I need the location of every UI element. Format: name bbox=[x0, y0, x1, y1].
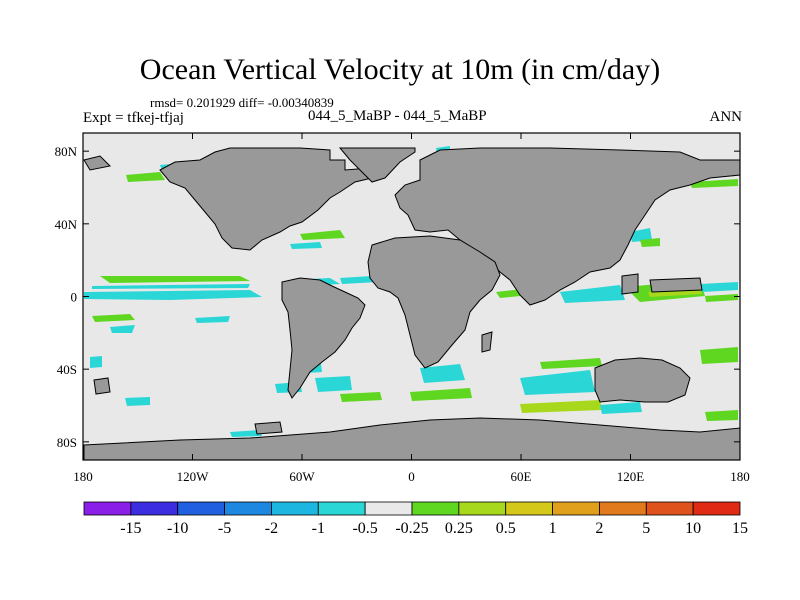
plot-title: Ocean Vertical Velocity at 10m (in cm/da… bbox=[139, 53, 661, 86]
anomaly-patch bbox=[92, 284, 250, 289]
colorbar-label: 15 bbox=[732, 520, 748, 537]
anomaly-patch bbox=[340, 276, 378, 284]
anomaly-patch bbox=[705, 410, 738, 421]
colorbar-label: 1 bbox=[549, 520, 557, 537]
colorbar-label: -1 bbox=[312, 520, 325, 537]
land-australia bbox=[594, 357, 691, 403]
anomaly-patch bbox=[92, 314, 135, 322]
lat-tick-label: 80S bbox=[57, 435, 77, 450]
anomaly-patch bbox=[290, 242, 322, 249]
colorbar-swatch bbox=[364, 501, 413, 516]
colorbar-swatch bbox=[130, 501, 179, 516]
anomaly-patch bbox=[520, 370, 595, 395]
anomaly-patch bbox=[520, 400, 602, 413]
anomaly-patch bbox=[110, 325, 135, 333]
longitude-axis: 180 120W 60W 0 60E 120E 180 bbox=[73, 133, 750, 484]
colorbar-label: 10 bbox=[685, 520, 701, 537]
anomaly-patch bbox=[700, 347, 738, 364]
anomaly-patch bbox=[126, 172, 165, 182]
colorbar-label: 2 bbox=[595, 520, 603, 537]
anomaly-patch bbox=[540, 358, 602, 369]
lat-tick-label: 40S bbox=[57, 362, 77, 377]
land-greenland bbox=[338, 147, 416, 183]
colorbar-swatch bbox=[317, 501, 366, 516]
anomaly-patch bbox=[90, 356, 102, 368]
colorbar-swatch bbox=[224, 501, 272, 516]
stats-line: rmsd= 0.201929 diff= -0.00340839 bbox=[150, 95, 334, 110]
colorbar-swatch bbox=[177, 501, 225, 516]
land-madagascar bbox=[481, 331, 493, 353]
colorbar-label: -2 bbox=[265, 520, 278, 537]
land-south-america bbox=[281, 277, 366, 399]
season-label: ANN bbox=[709, 109, 743, 125]
anomaly-patch bbox=[410, 388, 472, 401]
lat-tick-label: 40N bbox=[55, 217, 78, 232]
anomaly-patch bbox=[300, 230, 345, 240]
colorbar-swatch bbox=[645, 501, 694, 516]
anomaly-patch bbox=[100, 276, 250, 283]
land-island bbox=[649, 277, 703, 293]
anomaly-patch bbox=[340, 392, 382, 402]
anomaly-patch bbox=[560, 285, 625, 303]
land-north-america bbox=[159, 147, 373, 251]
colorbar-label: -15 bbox=[120, 520, 141, 537]
anomaly-patch bbox=[705, 294, 738, 302]
anomaly-patch bbox=[315, 376, 352, 392]
lon-tick-label: 120E bbox=[617, 469, 645, 484]
experiment-label: Expt = tfkej-tfjaj bbox=[83, 110, 184, 126]
land-eurasia bbox=[394, 147, 741, 306]
colorbar-swatch bbox=[692, 501, 741, 516]
colorbar-label: -5 bbox=[218, 520, 231, 537]
colorbar: -15 -10 -5 -2 -1 -0.5 -0.25 0.25 0.5 1 2 5 10 15 bbox=[83, 501, 748, 537]
colorbar-swatch bbox=[599, 501, 647, 516]
lat-tick-label: 80N bbox=[55, 144, 78, 159]
colorbar-swatch bbox=[271, 501, 319, 516]
land-africa bbox=[367, 235, 501, 369]
land-island bbox=[83, 155, 112, 171]
colorbar-label: 5 bbox=[642, 520, 650, 537]
anomaly-patch bbox=[420, 364, 465, 383]
colorbar-swatch bbox=[458, 501, 507, 516]
anomaly-patch bbox=[600, 402, 642, 414]
colorbar-label: 0.25 bbox=[445, 520, 473, 537]
land-island bbox=[621, 273, 639, 295]
lat-tick-label: 0 bbox=[71, 290, 78, 305]
latitude-axis: 80N 40N 0 40S 80S bbox=[55, 144, 740, 450]
colorbar-label: -10 bbox=[167, 520, 188, 537]
colorbar-swatch bbox=[411, 501, 460, 516]
colorbar-swatch bbox=[83, 501, 132, 516]
anomaly-patch bbox=[125, 397, 150, 406]
lon-tick-label: 60E bbox=[511, 469, 532, 484]
lon-tick-label: 120W bbox=[177, 469, 210, 484]
anomaly-patch bbox=[230, 430, 262, 437]
colorbar-label: 0.5 bbox=[496, 520, 516, 537]
anomaly-patch bbox=[640, 238, 660, 247]
colorbar-swatch bbox=[505, 501, 553, 516]
colorbar-label: -0.25 bbox=[395, 520, 428, 537]
lon-tick-label: 0 bbox=[408, 469, 415, 484]
anomaly-patch bbox=[630, 228, 652, 242]
lon-tick-label: 180 bbox=[73, 469, 93, 484]
lon-tick-label: 180 bbox=[730, 469, 750, 484]
land-masses bbox=[83, 147, 741, 461]
anomaly-patch bbox=[195, 316, 230, 323]
anomaly-patch bbox=[700, 282, 738, 292]
colorbar-label: -0.5 bbox=[352, 520, 377, 537]
land-island bbox=[254, 421, 283, 435]
anomaly-patch bbox=[84, 290, 262, 300]
colorbar-swatch bbox=[552, 501, 600, 516]
land-island bbox=[93, 377, 111, 395]
cases-label: 044_5_MaBP - 044_5_MaBP bbox=[308, 108, 487, 124]
lon-tick-label: 60W bbox=[289, 469, 315, 484]
